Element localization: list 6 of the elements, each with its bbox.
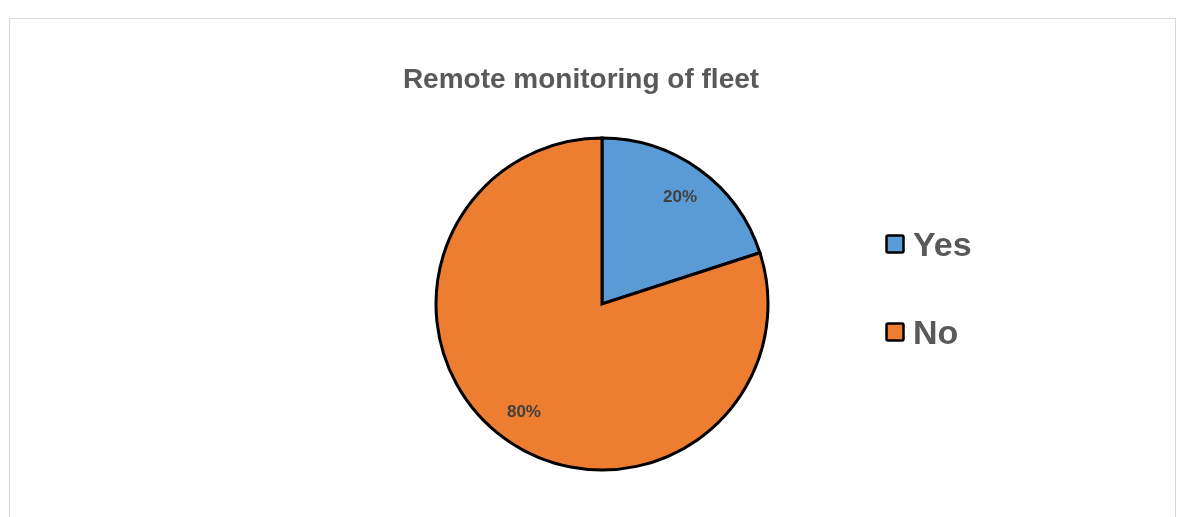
legend-label: Yes xyxy=(913,224,972,264)
data-label: 20% xyxy=(663,187,698,207)
data-label: 80% xyxy=(506,401,541,421)
chart-title: Remote monitoring of fleet xyxy=(401,62,761,96)
pie-slice xyxy=(434,136,770,472)
legend-label: No xyxy=(913,312,959,352)
